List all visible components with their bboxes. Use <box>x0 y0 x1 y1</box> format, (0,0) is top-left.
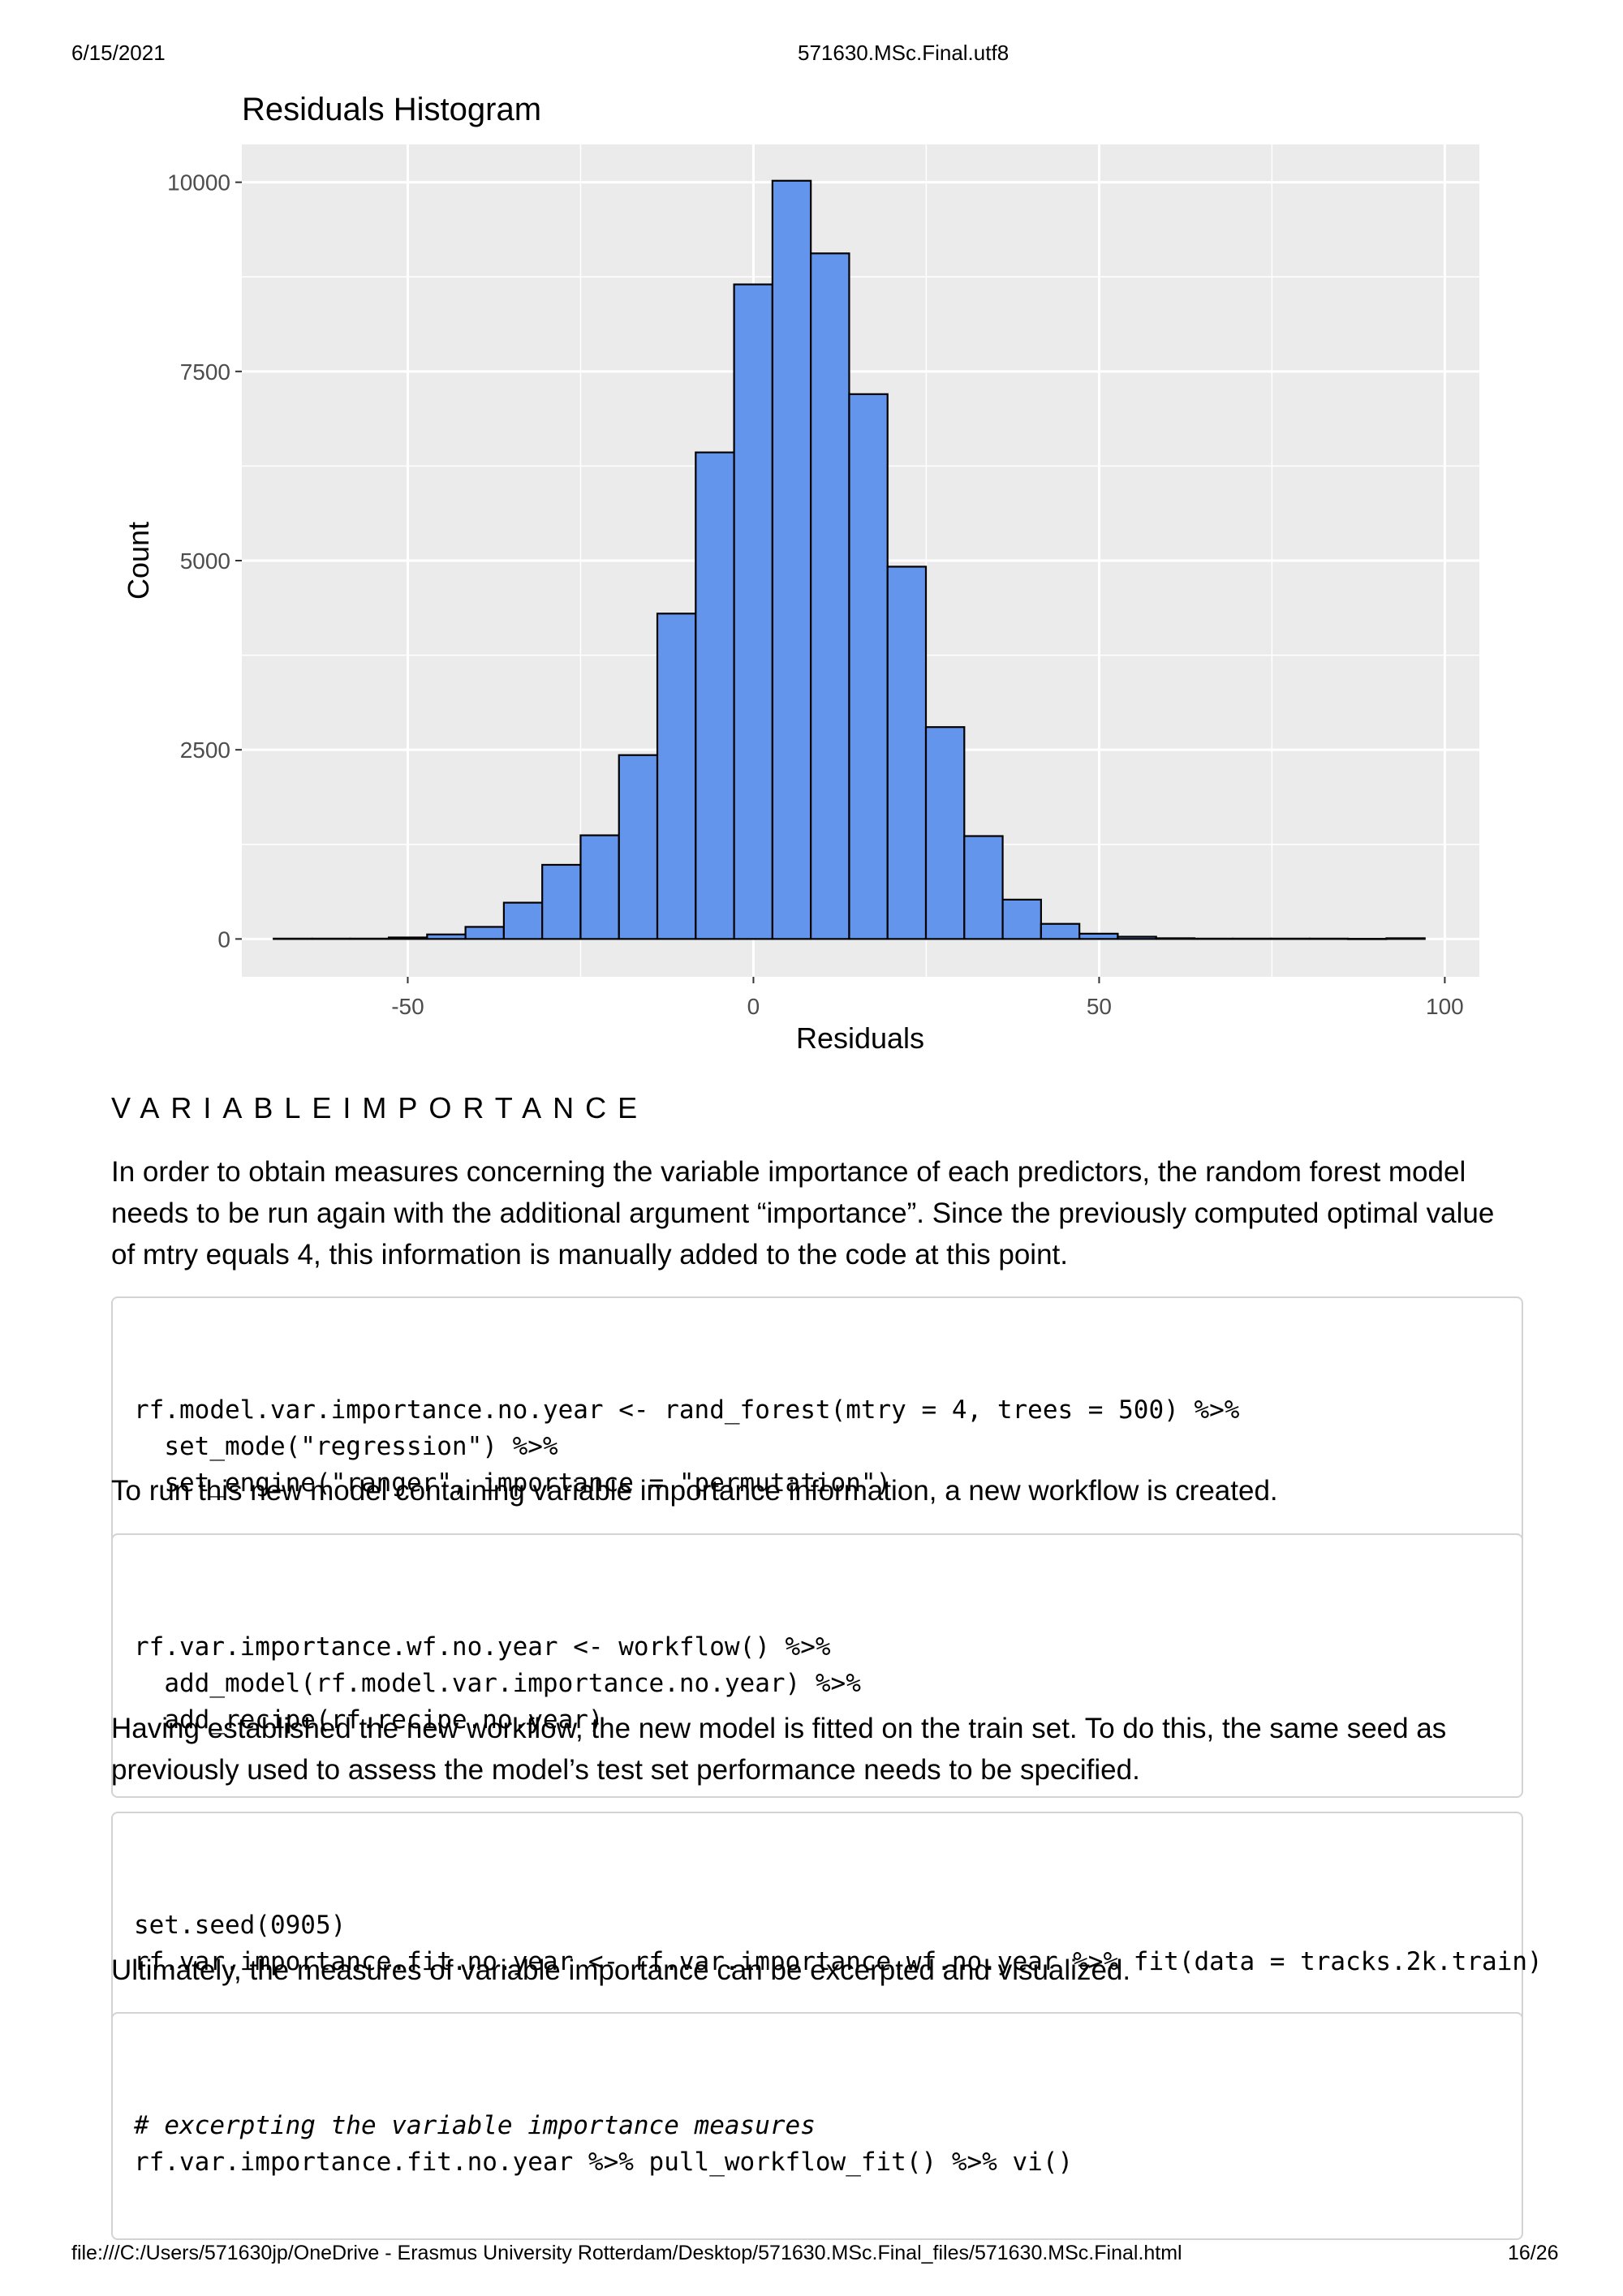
code-line: rf.model.var.importance.no.year <- rand_… <box>134 1395 1240 1425</box>
y-axis-label: Count <box>122 522 155 600</box>
y-tick-label: 10000 <box>167 170 230 196</box>
histogram-bar <box>426 933 467 940</box>
code-block-excerpt: # excerpting the variable importance mea… <box>111 2012 1523 2240</box>
x-tick-label: 0 <box>747 994 760 1019</box>
histogram-bar <box>886 565 928 940</box>
histogram-bar <box>963 835 1004 940</box>
x-axis: -50 0 50 100 <box>391 977 1464 1019</box>
y-tick-label: 7500 <box>180 359 230 385</box>
histogram-bar <box>1155 937 1196 940</box>
y-tick-label: 0 <box>217 927 230 952</box>
histogram-bar <box>733 283 773 940</box>
y-axis: 0 2500 5000 7500 10000 <box>167 170 242 952</box>
paragraph-excerpt: Ultimately, the measures of variable imp… <box>111 1954 1131 1986</box>
histogram-bar <box>579 834 620 940</box>
histogram-bar <box>1117 935 1157 940</box>
y-tick-label: 5000 <box>180 548 230 574</box>
histogram-bar <box>771 179 812 940</box>
chart-title: Residuals Histogram <box>242 92 541 127</box>
paragraph-fit: Having established the new workflow, the… <box>111 1713 1447 1786</box>
code-line: add_model(rf.model.var.importance.no.yea… <box>134 1669 861 1698</box>
x-axis-label: Residuals <box>796 1021 924 1055</box>
code-line: set.seed(0905) <box>134 1911 347 1940</box>
histogram-bar <box>695 451 735 940</box>
header-date: 6/15/2021 <box>71 41 166 65</box>
code-line: rf.var.importance.wf.no.year <- workflow… <box>134 1632 831 1662</box>
histogram-bar <box>924 726 966 940</box>
histogram-bar <box>1001 898 1042 940</box>
code-line: rf.var.importance.fit.no.year <- rf.var.… <box>134 1947 1543 1976</box>
residuals-histogram-chart: Residuals Histogram 0 2500 5000 7500 10000 -… <box>122 92 1479 1055</box>
x-tick-label: 100 <box>1426 994 1464 1019</box>
histogram-bar <box>541 863 582 940</box>
x-tick-label: -50 <box>391 994 424 1019</box>
histogram-bar <box>464 926 505 940</box>
histogram-bar <box>1078 932 1119 940</box>
histogram-bar <box>387 936 428 940</box>
paragraph-workflow: To run this new model containing variabl… <box>111 1475 1278 1507</box>
histogram-bar <box>656 613 697 940</box>
header-title: 571630.MSc.Final.utf8 <box>798 41 1010 65</box>
histogram-bar <box>1385 937 1426 940</box>
histogram-bar <box>618 754 659 940</box>
code-line: set_mode("regression") %>% <box>134 1432 558 1461</box>
histogram-bar <box>1040 922 1081 940</box>
histogram-bar <box>810 252 850 940</box>
paragraph-intro: In order to obtain measures concerning t… <box>111 1156 1495 1271</box>
code-line: add_recipe(rf.recipe.no.year) <box>134 1705 604 1735</box>
code-block-model: rf.model.var.importance.no.year <- rand_… <box>111 1296 1523 1561</box>
histogram-bar <box>502 901 544 940</box>
footer-path: file:///C:/Users/571630jp/OneDrive - Era… <box>71 2242 1182 2264</box>
section-heading: VARIABLEIMPORTANCE <box>111 1091 649 1124</box>
code-comment: # excerpting the variable importance mea… <box>134 2111 816 2140</box>
histogram-bars <box>273 179 1426 940</box>
y-tick-label: 2500 <box>180 737 230 763</box>
footer-page-number: 16/26 <box>1508 2242 1559 2264</box>
x-tick-label: 50 <box>1087 994 1112 1019</box>
code-block-fit: set.seed(0905) rf.var.importance.fit.no.y… <box>111 1812 1543 2040</box>
histogram-bar <box>848 393 889 940</box>
code-block-workflow: rf.var.importance.wf.no.year <- workflow… <box>111 1533 1523 1798</box>
code-line: set_engine("ranger", importance = "permu… <box>134 1468 892 1498</box>
code-line: rf.var.importance.fit.no.year %>% pull_w… <box>134 2148 1074 2177</box>
